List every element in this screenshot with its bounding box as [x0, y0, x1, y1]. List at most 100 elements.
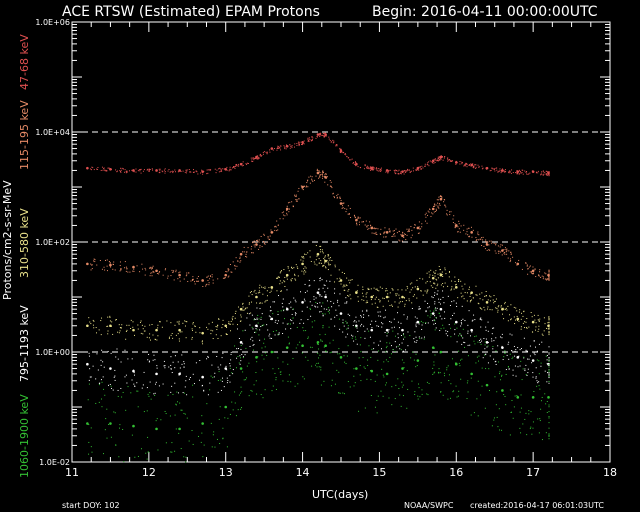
data-dot: [461, 163, 463, 165]
data-dot: [525, 171, 527, 173]
data-dot: [357, 296, 359, 298]
data-dot: [506, 253, 508, 255]
data-dot: [227, 270, 229, 272]
data-dot: [515, 375, 517, 377]
data-dot: [315, 301, 317, 303]
data-dot: [430, 314, 432, 316]
legend-series-5: 1060-1900 keV: [18, 394, 31, 478]
data-dot: [335, 145, 337, 147]
data-dot: [475, 294, 477, 296]
data-dot: [467, 391, 469, 393]
data-dot: [251, 326, 253, 328]
data-dot: [498, 408, 500, 410]
credit: NOAA/SWPC: [404, 501, 454, 510]
data-point: [339, 279, 343, 282]
data-dot: [434, 283, 436, 285]
data-dot: [117, 331, 119, 333]
data-dot: [416, 340, 418, 342]
data-dot: [532, 421, 534, 423]
data-dot: [523, 310, 525, 312]
data-dot: [447, 295, 449, 297]
data-dot: [504, 301, 506, 303]
data-dot: [448, 374, 450, 376]
data-dot: [548, 171, 550, 173]
data-point: [301, 262, 304, 266]
data-dot: [471, 331, 473, 333]
data-dot: [499, 246, 501, 248]
data-dot: [303, 143, 305, 145]
data-dot: [548, 331, 550, 333]
data-dot: [268, 315, 270, 317]
data-dot: [117, 170, 119, 172]
data-dot: [444, 269, 446, 271]
data-dot: [109, 316, 111, 318]
data-dot: [366, 310, 368, 312]
data-dot: [381, 326, 383, 328]
data-point: [454, 224, 458, 227]
data-dot: [466, 228, 468, 230]
y-tick-label-1: 1.0E+06: [35, 18, 70, 27]
data-dot: [495, 244, 497, 246]
data-dot: [215, 172, 217, 174]
data-dot: [326, 308, 328, 310]
data-dot: [535, 276, 537, 278]
data-dot: [277, 311, 279, 313]
data-dot: [323, 308, 325, 310]
data-dot: [493, 169, 495, 171]
data-dot: [529, 271, 531, 273]
data-dot: [499, 336, 501, 338]
data-dot: [503, 394, 505, 396]
data-dot: [186, 170, 188, 172]
data-dot: [509, 261, 511, 263]
data-dot: [128, 324, 130, 326]
data-dot: [244, 354, 246, 356]
data-dot: [363, 366, 365, 368]
data-dot: [179, 271, 181, 273]
data-dot: [459, 231, 461, 233]
data-dot: [297, 383, 299, 385]
data-dot: [518, 320, 520, 322]
data-dot: [137, 324, 139, 326]
data-dot: [327, 310, 329, 312]
data-dot: [236, 164, 238, 166]
data-dot: [417, 398, 419, 400]
data-dot: [398, 387, 400, 389]
data-dot: [438, 372, 440, 374]
data-dot: [249, 345, 251, 347]
data-dot: [451, 301, 453, 303]
data-dot: [334, 316, 336, 318]
data-dot: [177, 171, 179, 173]
data-dot: [254, 331, 256, 333]
data-dot: [481, 367, 483, 369]
data-dot: [419, 228, 421, 230]
data-dot: [296, 142, 298, 144]
data-dot: [503, 170, 505, 172]
data-dot: [378, 290, 380, 292]
data-point: [224, 367, 228, 370]
data-dot: [356, 343, 358, 345]
data-dot: [479, 298, 481, 300]
data-dot: [534, 268, 536, 270]
data-dot: [368, 227, 370, 229]
data-dot: [119, 270, 121, 272]
data-dot: [528, 413, 530, 415]
data-dot: [533, 314, 535, 316]
data-dot: [481, 237, 483, 239]
data-dot: [298, 142, 300, 144]
data-dot: [183, 363, 185, 365]
data-dot: [198, 280, 200, 282]
data-dot: [379, 340, 381, 342]
data-dot: [546, 359, 548, 361]
data-dot: [303, 322, 305, 324]
data-dot: [95, 402, 97, 404]
data-dot: [376, 233, 378, 235]
data-point: [132, 424, 135, 428]
data-dot: [148, 168, 150, 170]
data-dot: [289, 201, 291, 203]
data-dot: [133, 334, 135, 336]
data-dot: [153, 393, 155, 395]
data-dot: [547, 372, 549, 374]
data-dot: [287, 309, 289, 311]
data-dot: [392, 235, 394, 237]
data-dot: [548, 276, 550, 278]
